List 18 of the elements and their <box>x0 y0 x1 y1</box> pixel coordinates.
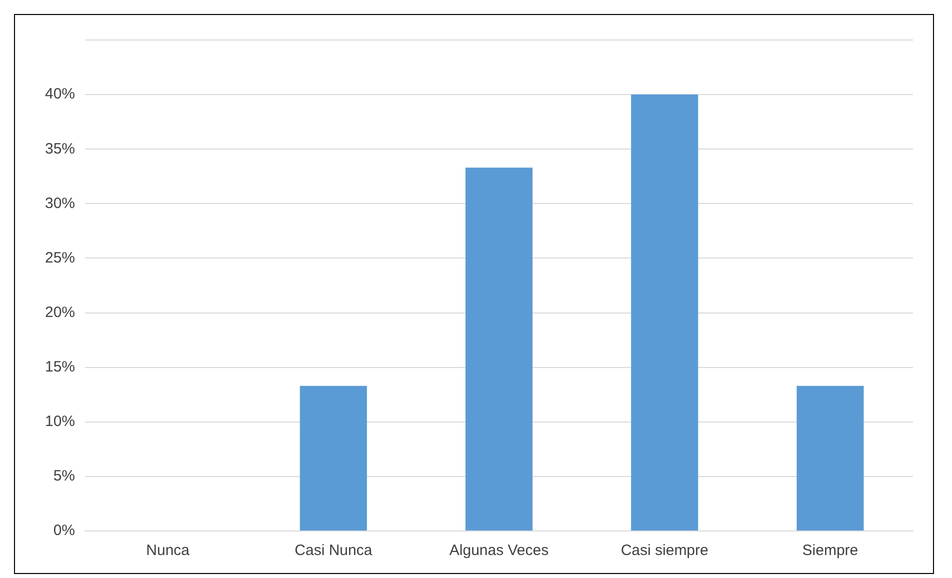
y-tick-label: 10% <box>44 413 76 430</box>
y-tick-label: 40% <box>44 86 76 103</box>
bar <box>465 168 533 530</box>
bar <box>796 386 864 530</box>
x-tick-label: Nunca <box>146 542 190 560</box>
y-tick-label: 0% <box>53 522 76 540</box>
x-tick-label: Siempre <box>802 542 858 560</box>
y-tick-label: 20% <box>44 304 76 321</box>
y-tick-label: 25% <box>44 249 76 266</box>
x-tick-label: Algunas Veces <box>449 542 549 560</box>
y-tick-label: 30% <box>44 194 76 212</box>
y-tick-label: 35% <box>44 140 76 158</box>
y-tick-label: 5% <box>53 468 76 485</box>
bar <box>631 94 698 530</box>
x-tick-label: Casi Nunca <box>294 542 373 560</box>
bar <box>300 386 367 530</box>
x-tick-label: Casi siempre <box>620 542 708 560</box>
y-tick-label: 15% <box>44 358 76 376</box>
